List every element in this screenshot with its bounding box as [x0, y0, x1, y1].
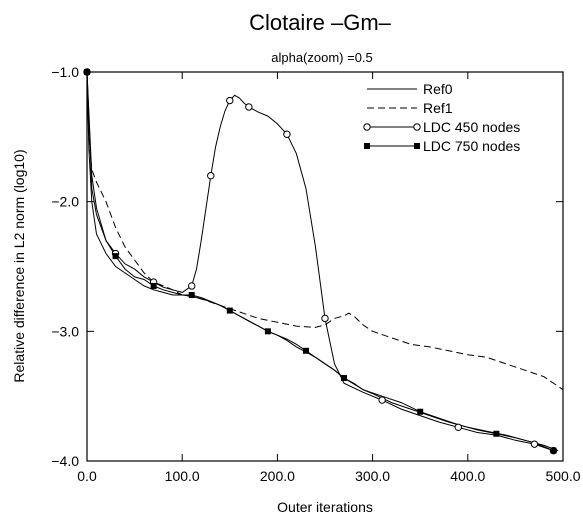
ticks-layer: 0.0 100.0 200.0 300.0 400.0 500.0 −1.0 −2.0 −3.0…: [51, 64, 580, 484]
y-tick-label: −4.0: [51, 453, 79, 469]
y-tick-label: −2.0: [51, 194, 79, 210]
ldc-750-nodes-point: [226, 307, 233, 314]
ldc-750-nodes-point: [302, 347, 309, 354]
legend: Ref0 Ref1 LDC 450 nodes LDC 750 nodes: [363, 81, 520, 154]
ldc-750-nodes-point: [341, 375, 348, 382]
y-tick-label: −3.0: [51, 323, 79, 339]
y-tick-label: −1.0: [51, 64, 79, 80]
chart-subtitle: alpha(zoom) =0.5: [271, 50, 373, 65]
ldc-450-nodes-point: [283, 130, 291, 138]
legend-label: Ref0: [423, 81, 453, 97]
ldc-750-nodes-point: [112, 253, 119, 260]
x-axis-label: Outer iterations: [277, 499, 373, 515]
legend-item-ref0: Ref0: [367, 81, 453, 97]
x-tick-label: 100.0: [165, 468, 200, 484]
ldc-450-nodes-point: [530, 440, 539, 448]
legend-label: Ref1: [423, 100, 453, 116]
x-tick-label: 0.0: [77, 468, 97, 484]
ldc-450-nodes-line: [86, 71, 554, 452]
ldc-450-nodes-point: [245, 103, 253, 111]
y-axis-label: Relative difference in L2 norm (log10): [11, 149, 27, 382]
x-tick-label: 300.0: [355, 468, 390, 484]
ldc-450-nodes-point: [226, 96, 234, 105]
legend-label: LDC 450 nodes: [423, 119, 520, 135]
ldc-750-nodes-point: [417, 408, 424, 415]
x-tick-label: 500.0: [545, 468, 580, 484]
legend-marker: [414, 143, 420, 149]
ref1-line: [86, 71, 564, 391]
ldc-750-nodes-point: [550, 447, 557, 454]
ldc-450-nodes-point: [207, 172, 215, 180]
ldc-750-nodes-line: [86, 71, 554, 452]
x-tick-label: 400.0: [450, 468, 485, 484]
legend-marker: [363, 123, 371, 131]
ldc-450-nodes-point: [188, 282, 196, 290]
plot-frame: [86, 71, 564, 462]
ldc-750-nodes-point: [264, 328, 271, 335]
chart-title: Clotaire –Gm–: [249, 10, 392, 35]
legend-item-ldc-450-nodes: LDC 450 nodes: [363, 119, 520, 135]
legend-label: LDC 750 nodes: [423, 138, 520, 154]
legend-item-ldc-750-nodes: LDC 750 nodes: [364, 138, 520, 154]
ldc-750-nodes-point: [188, 292, 195, 299]
ldc-750-nodes-point: [150, 282, 157, 289]
legend-marker: [413, 123, 421, 131]
ldc-450-nodes-point: [321, 314, 329, 323]
ldc-450-nodes-point: [378, 396, 386, 404]
legend-item-ref1: Ref1: [367, 100, 453, 116]
legend-marker: [364, 143, 370, 149]
ldc-750-nodes-point: [493, 430, 500, 437]
x-tick-label: 200.0: [260, 468, 295, 484]
ldc-450-nodes-point: [454, 423, 462, 431]
